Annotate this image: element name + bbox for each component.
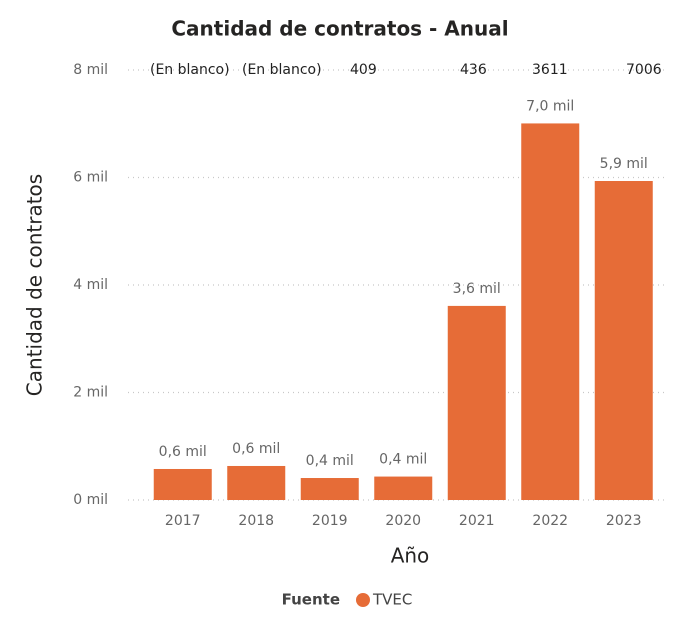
chart-title: Cantidad de contratos - Anual <box>171 17 508 41</box>
data-label: 0,6 mil <box>159 444 207 460</box>
annotation: 436 <box>460 62 487 78</box>
bar <box>300 478 359 500</box>
data-label: 5,9 mil <box>600 156 648 172</box>
y-tick-label: 4 mil <box>73 277 108 293</box>
annotation: (En blanco) <box>150 62 230 78</box>
data-label: 7,0 mil <box>526 98 574 114</box>
data-label: 0,6 mil <box>232 441 280 457</box>
legend-marker <box>356 593 370 607</box>
data-label: 0,4 mil <box>306 453 354 469</box>
x-tick-label: 2023 <box>606 513 642 529</box>
data-label: 0,4 mil <box>379 452 427 468</box>
x-tick-label: 2022 <box>532 513 568 529</box>
legend-label: TVEC <box>372 591 412 609</box>
annotation: 3611 <box>532 62 568 78</box>
y-tick-label: 8 mil <box>73 62 108 78</box>
y-tick-label: 6 mil <box>73 170 108 186</box>
y-tick-label: 2 mil <box>73 385 108 401</box>
y-tick-label: 0 mil <box>73 492 108 508</box>
bar <box>374 476 433 500</box>
annotation: (En blanco) <box>242 62 322 78</box>
bar <box>227 465 286 500</box>
x-axis-title: Año <box>391 544 430 568</box>
x-tick-label: 2020 <box>385 513 421 529</box>
bar <box>521 123 580 501</box>
bar <box>594 180 653 500</box>
annotation: 7006 <box>626 62 662 78</box>
legend-title: Fuente <box>282 591 340 609</box>
x-tick-label: 2017 <box>165 513 201 529</box>
x-tick-label: 2019 <box>312 513 348 529</box>
data-label: 3,6 mil <box>453 281 501 297</box>
y-axis-title: Cantidad de contratos <box>23 174 47 396</box>
annotation: 409 <box>350 62 377 78</box>
bar <box>153 468 212 500</box>
bar <box>447 305 506 500</box>
x-tick-label: 2018 <box>238 513 274 529</box>
x-tick-label: 2021 <box>459 513 495 529</box>
